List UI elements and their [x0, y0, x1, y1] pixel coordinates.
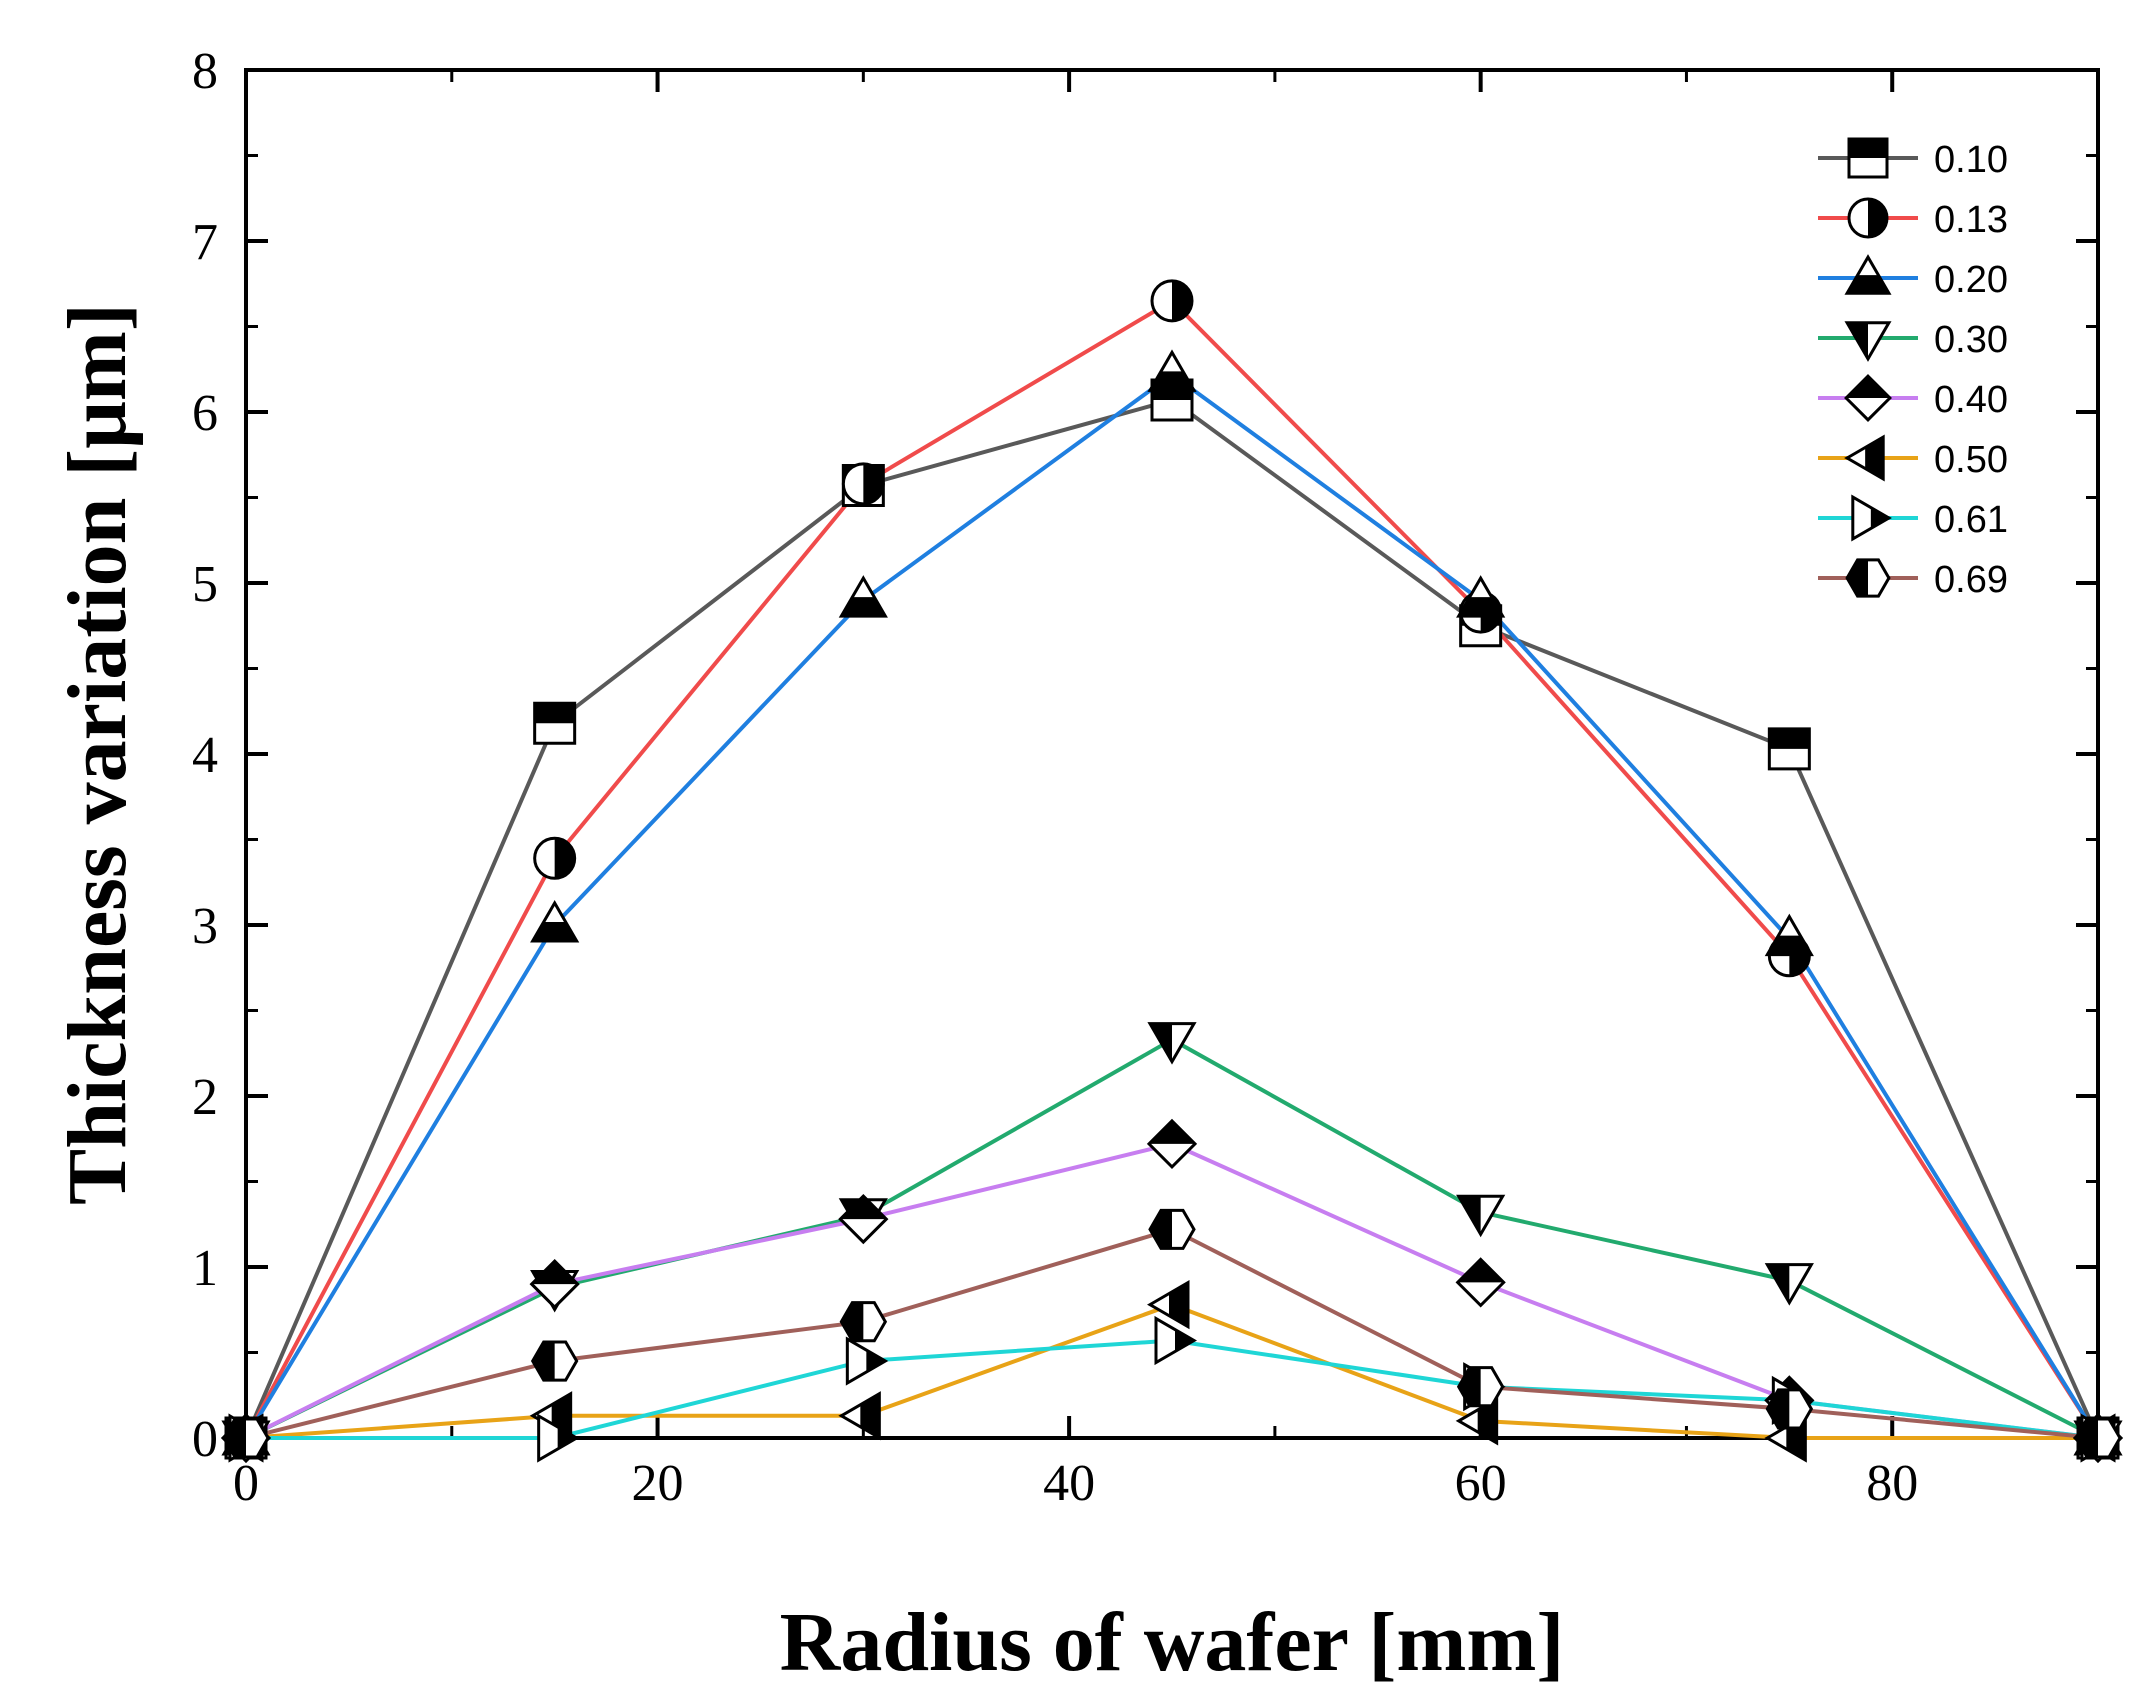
legend-label: 0.30	[1934, 319, 2008, 361]
data-point-0.69	[2074, 1417, 2122, 1459]
data-point-0.40	[529, 1258, 580, 1310]
legend-label: 0.10	[1934, 139, 2008, 181]
y-tick-label: 8	[192, 43, 218, 100]
legend-item: 0.69	[1818, 558, 2008, 601]
data-point-0.69	[1456, 1366, 1505, 1408]
data-point-0.50	[1147, 1280, 1190, 1330]
legend-label: 0.50	[1934, 439, 2008, 481]
data-point-0.50	[1455, 1396, 1499, 1446]
x-axis-title: Radius of wafer [mm]	[780, 1596, 1565, 1689]
series-markers	[220, 279, 2124, 1464]
legend-marker	[1844, 434, 1885, 482]
data-point-0.40	[1455, 1257, 1506, 1308]
data-point-0.13	[1150, 279, 1194, 323]
y-tick-label: 3	[192, 898, 218, 955]
data-point-0.69	[839, 1301, 888, 1343]
x-tick-label: 60	[1455, 1455, 1507, 1512]
series-line-0.13	[244, 298, 2100, 1440]
data-point-0.69	[530, 1340, 579, 1382]
legend-item: 0.20	[1818, 254, 2008, 301]
legend-marker	[1845, 558, 1891, 598]
legend-item: 0.50	[1818, 434, 2008, 482]
legend: 0.10 0.13 0.20 0.30 0.40 0.50 0.61 0.69	[1818, 137, 2008, 601]
legend-label: 0.69	[1934, 559, 2008, 601]
series-lines	[244, 298, 2100, 1440]
legend-item: 0.61	[1818, 494, 2008, 542]
axis-ticks: 0 20 40 60 80 0 1 2 3 4 5 6 7 8	[192, 43, 2098, 1512]
data-point-0.61	[537, 1413, 580, 1463]
legend-item: 0.30	[1818, 319, 2008, 362]
data-point-0.20	[1764, 913, 1814, 957]
data-point-0.61	[1154, 1315, 1197, 1366]
x-tick-label: 20	[632, 1455, 684, 1512]
x-tick-label: 80	[1866, 1455, 1918, 1512]
legend-label: 0.20	[1934, 259, 2008, 301]
legend-marker	[1844, 374, 1892, 422]
data-point-0.69	[222, 1417, 270, 1459]
series-line-0.61	[246, 1338, 2099, 1440]
legend-item: 0.40	[1818, 374, 2008, 422]
data-point-0.20	[530, 900, 580, 943]
legend-marker	[1847, 137, 1889, 179]
x-tick-label: 0	[233, 1455, 259, 1512]
y-tick-label: 2	[192, 1069, 218, 1126]
legend-item: 0.13	[1818, 197, 2008, 241]
data-point-0.40	[838, 1193, 889, 1245]
legend-marker	[1851, 494, 1892, 542]
data-point-0.20	[1147, 349, 1197, 392]
data-point-0.50	[838, 1391, 881, 1441]
y-tick-label: 0	[192, 1411, 218, 1468]
data-point-0.30	[1147, 1022, 1197, 1065]
legend-label: 0.61	[1934, 499, 2008, 541]
data-point-0.30	[1764, 1263, 1814, 1306]
series-line-0.20	[244, 371, 2100, 1440]
x-tick-label: 40	[1043, 1455, 1095, 1512]
legend-label: 0.40	[1934, 379, 2008, 421]
data-point-0.20	[1456, 575, 1506, 618]
data-point-0.69	[1148, 1208, 1196, 1250]
data-point-0.10	[1767, 727, 1811, 771]
legend-marker	[1844, 254, 1892, 295]
data-point-0.30	[1456, 1194, 1506, 1238]
data-point-0.20	[838, 575, 888, 618]
series-line-0.50	[245, 1302, 2098, 1440]
y-tick-label: 1	[192, 1240, 218, 1297]
y-axis-title: Thickness variation [μm]	[51, 303, 144, 1205]
y-tick-label: 7	[192, 214, 218, 271]
legend-marker	[1844, 321, 1892, 362]
data-point-0.13	[841, 462, 885, 506]
data-point-0.10	[533, 701, 577, 745]
legend-marker	[1847, 197, 1889, 239]
data-point-0.69	[1765, 1388, 1814, 1430]
data-point-0.13	[533, 836, 577, 880]
y-tick-label: 5	[192, 556, 218, 613]
legend-label: 0.13	[1934, 199, 2008, 241]
y-tick-label: 6	[192, 385, 218, 442]
data-point-0.40	[1146, 1118, 1198, 1170]
data-point-0.61	[845, 1336, 889, 1386]
legend-item: 0.10	[1818, 137, 2008, 181]
y-tick-label: 4	[192, 727, 218, 784]
